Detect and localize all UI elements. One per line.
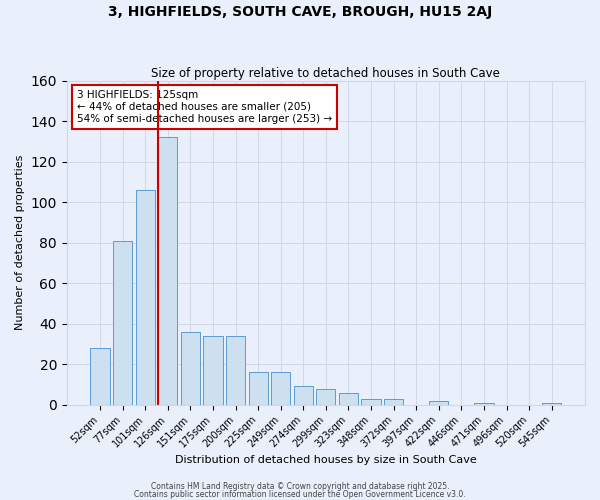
Title: Size of property relative to detached houses in South Cave: Size of property relative to detached ho…	[151, 66, 500, 80]
Bar	[136, 190, 155, 404]
Bar	[158, 138, 178, 404]
Y-axis label: Number of detached properties: Number of detached properties	[15, 155, 25, 330]
Text: Contains HM Land Registry data © Crown copyright and database right 2025.: Contains HM Land Registry data © Crown c…	[151, 482, 449, 491]
Bar	[339, 392, 358, 404]
Bar	[542, 402, 562, 404]
Bar	[271, 372, 290, 404]
Text: 3 HIGHFIELDS: 125sqm
← 44% of detached houses are smaller (205)
54% of semi-deta: 3 HIGHFIELDS: 125sqm ← 44% of detached h…	[77, 90, 332, 124]
Bar	[316, 388, 335, 404]
Bar	[475, 402, 494, 404]
Bar	[384, 398, 403, 404]
Bar	[91, 348, 110, 405]
Bar	[429, 400, 448, 404]
Bar	[203, 336, 223, 404]
Bar	[113, 240, 132, 404]
Bar	[248, 372, 268, 404]
Bar	[293, 386, 313, 404]
Bar	[361, 398, 380, 404]
X-axis label: Distribution of detached houses by size in South Cave: Distribution of detached houses by size …	[175, 455, 477, 465]
Text: 3, HIGHFIELDS, SOUTH CAVE, BROUGH, HU15 2AJ: 3, HIGHFIELDS, SOUTH CAVE, BROUGH, HU15 …	[108, 5, 492, 19]
Bar	[226, 336, 245, 404]
Bar	[181, 332, 200, 404]
Text: Contains public sector information licensed under the Open Government Licence v3: Contains public sector information licen…	[134, 490, 466, 499]
